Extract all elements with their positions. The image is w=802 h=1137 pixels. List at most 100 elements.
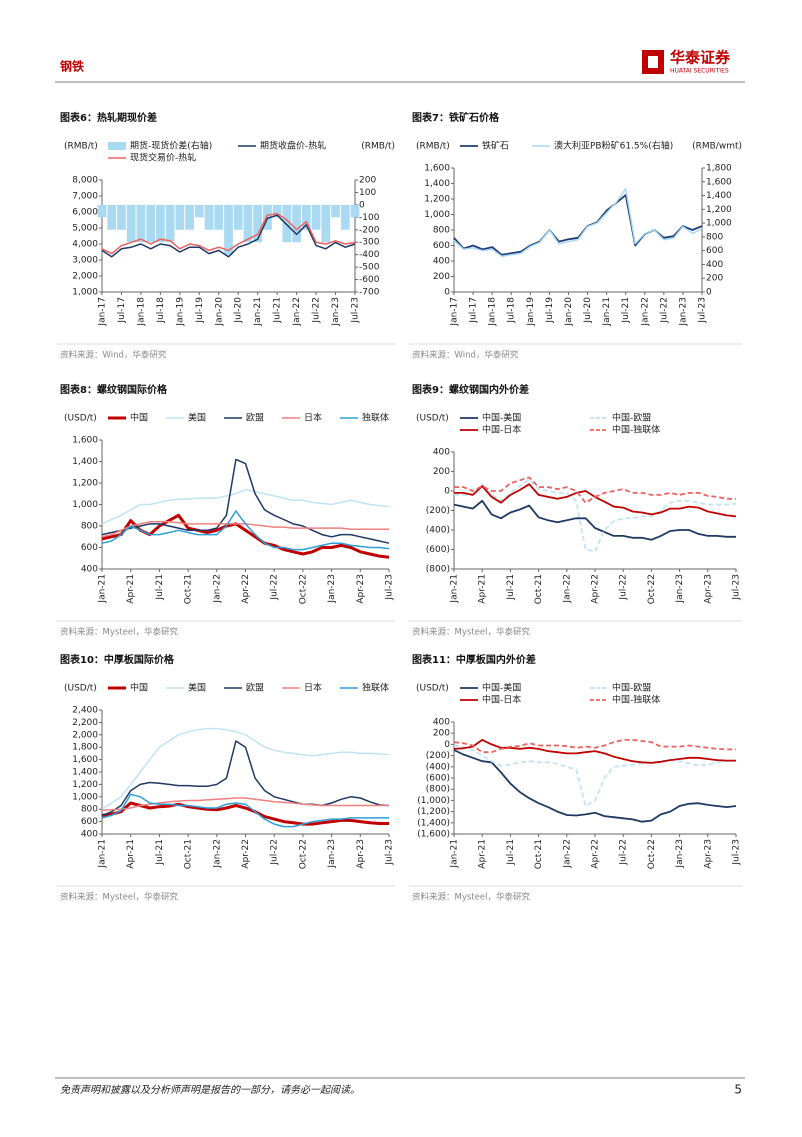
y-tick-label: 1,400 <box>72 457 98 467</box>
logo-en: HUATAI SECURITIES <box>670 68 729 75</box>
legend-label: 中国-美国 <box>482 682 521 694</box>
y-tick-label: 2,200 <box>72 718 98 728</box>
series-line <box>101 488 390 525</box>
legend-label: 中国 <box>130 682 148 694</box>
y-tick-label: 7,000 <box>72 192 98 202</box>
y-tick-label: 0 <box>444 740 450 750</box>
series-line <box>101 740 390 817</box>
y-tick-label: 2,000 <box>72 272 98 282</box>
y-tick-label: (400) <box>426 762 450 772</box>
y-axis-unit: (USD/t) <box>64 684 97 694</box>
y-axis-unit: (USD/t) <box>416 414 449 424</box>
legend-label: 独联体 <box>362 682 389 694</box>
y-tick-label: 1,400 <box>72 768 98 778</box>
series-line <box>453 739 736 764</box>
x-tick-label: Apr-23 <box>356 574 366 604</box>
logo-icon-inner <box>648 56 658 68</box>
series-line <box>454 476 736 504</box>
y2-tick-label: -300 <box>359 238 380 248</box>
x-tick-label: Jan-23 <box>675 839 685 869</box>
series-line <box>453 187 703 257</box>
x-tick-label: Oct-22 <box>647 839 657 869</box>
bar <box>282 204 292 243</box>
y2-tick-label: 200 <box>706 274 723 284</box>
x-tick-label: Jul-19 <box>545 297 555 324</box>
y-tick-label: 400 <box>433 448 450 458</box>
x-tick-label: Jul-18 <box>156 297 166 324</box>
bar <box>224 204 233 255</box>
legend-label: 铁矿石 <box>482 140 509 152</box>
y-axis-unit: (USD/t) <box>416 684 449 694</box>
series-line <box>453 749 737 823</box>
legend-label: 中国-美国 <box>482 412 521 424</box>
x-tick-label: Apr-23 <box>703 574 713 604</box>
y-tick-label: 2,000 <box>72 730 98 740</box>
x-tick-label: Jan-17 <box>98 297 108 327</box>
y2-tick-label: -400 <box>359 250 380 260</box>
y-tick-label: 1,000 <box>72 500 98 510</box>
x-tick-label: Jan-22 <box>562 839 572 869</box>
legend-label: 中国-欧盟 <box>612 682 651 694</box>
bar <box>263 204 272 230</box>
bar <box>185 204 194 230</box>
y-tick-label: 1,000 <box>424 210 450 220</box>
chart: 图表8：螺纹钢国际价格 (USD/t) 中国 美国 欧盟 日本 独联体 400 600 800 1,… <box>57 383 395 638</box>
bar <box>97 204 107 218</box>
x-tick-label: Jan-23 <box>327 574 337 604</box>
y-tick-label: 0 <box>444 288 450 298</box>
x-tick-label: Jan-21 <box>602 297 612 327</box>
x-tick-label: Apr-23 <box>356 839 366 869</box>
y-tick-label: 200 <box>433 467 450 477</box>
x-tick-label: Jan-21 <box>253 297 263 327</box>
x-tick-label: Jul-22 <box>312 297 322 324</box>
source: 资料来源：Mysteel，华泰研究 <box>60 627 178 638</box>
x-tick-label: Jan-21 <box>98 574 108 604</box>
x-tick-label: Jan-23 <box>675 574 685 604</box>
bar <box>136 204 146 243</box>
x-tick-label: Jan-18 <box>136 297 146 327</box>
legend-label: 期货-现货价差(右轴) <box>130 140 212 152</box>
legend-label: 日本 <box>304 412 322 424</box>
y-tick-label: 2,400 <box>72 706 98 716</box>
sector: 钢铁 <box>60 59 84 74</box>
x-tick-label: Oct-22 <box>647 574 657 604</box>
series-line <box>101 510 390 551</box>
x-tick-label: Jan-21 <box>450 574 460 604</box>
x-tick-label: Apr-21 <box>126 574 136 604</box>
legend-label: 独联体 <box>362 412 389 424</box>
x-tick-label: Jan-18 <box>488 297 498 327</box>
y2-tick-label: -100 <box>359 213 380 223</box>
series-line <box>101 793 389 828</box>
legend-label: 现货交易价-热轧 <box>130 152 196 164</box>
x-tick-label: Jul-21 <box>506 839 516 866</box>
x-tick-label: Apr-22 <box>241 839 251 869</box>
x-tick-label: Jul-21 <box>273 297 283 324</box>
bar <box>194 204 204 218</box>
series-line <box>101 801 389 826</box>
x-tick-label: Jul-19 <box>195 297 205 324</box>
source: 资料来源：Mysteel，华泰研究 <box>60 892 178 903</box>
y-tick-label: (600) <box>426 545 450 555</box>
legend-label: 欧盟 <box>246 682 264 694</box>
series-line <box>101 797 389 812</box>
series-line <box>454 478 737 553</box>
y-tick-label: 4,000 <box>72 240 98 250</box>
x-tick-label: Jan-22 <box>292 297 302 327</box>
legend-label: 期货收盘价-热轧 <box>260 140 326 152</box>
y-tick-label: (800) <box>426 565 450 575</box>
y-tick-label: (1,200) <box>417 807 450 817</box>
y-axis-unit: (RMB/t) <box>64 142 98 152</box>
x-tick-label: Jul-20 <box>234 297 244 324</box>
page-number: 5 <box>734 1083 742 1097</box>
bar <box>165 204 175 243</box>
series-line <box>101 727 390 810</box>
x-tick-label: Oct-21 <box>534 574 544 604</box>
x-tick-label: Oct-21 <box>534 839 544 869</box>
x-tick-label: Jan-23 <box>678 297 688 327</box>
chart: 图表7：铁矿石价格 (RMB/t) (RMB/wmt) 铁矿石 澳大利亚PB粉矿61.5… <box>409 111 742 361</box>
bar <box>107 204 117 230</box>
x-tick-label: Apr-23 <box>703 839 713 869</box>
y2-tick-label: 200 <box>359 176 376 186</box>
legend-label: 中国-欧盟 <box>612 412 651 424</box>
